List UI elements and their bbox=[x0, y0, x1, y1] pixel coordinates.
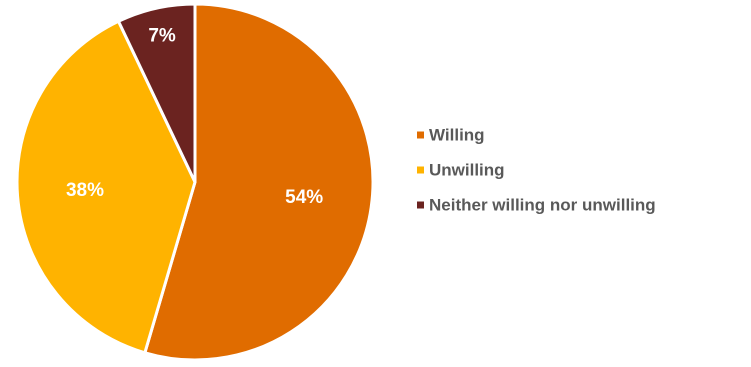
legend-swatch-unwilling bbox=[417, 166, 424, 174]
legend-item-willing: Willing bbox=[417, 126, 485, 145]
data-label-neither-willing-nor-unwilling: 7% bbox=[148, 26, 176, 47]
legend: Willing Unwilling Neither willing nor unwi… bbox=[417, 126, 656, 215]
legend-label-willing: Willing bbox=[429, 126, 485, 145]
pie-slices bbox=[15, 2, 375, 362]
legend-label-neither-willing-nor-unwilling: Neither willing nor unwilling bbox=[429, 196, 656, 215]
pie-slice-unwilling bbox=[15, 19, 197, 355]
legend-swatch-willing bbox=[417, 131, 424, 139]
data-label-willing: 54% bbox=[285, 187, 323, 208]
legend-item-neither-willing-nor-unwilling: Neither willing nor unwilling bbox=[417, 196, 656, 215]
legend-swatch-neither-willing-nor-unwilling bbox=[417, 201, 424, 209]
legend-label-unwilling: Unwilling bbox=[429, 161, 505, 180]
data-label-unwilling: 38% bbox=[66, 180, 104, 201]
pie-data-labels: 54% 38% 7% bbox=[66, 26, 323, 208]
legend-item-unwilling: Unwilling bbox=[417, 161, 505, 180]
pie-slice-neither-willing-nor-unwilling bbox=[117, 2, 197, 184]
pie-slice-willing bbox=[143, 2, 375, 362]
